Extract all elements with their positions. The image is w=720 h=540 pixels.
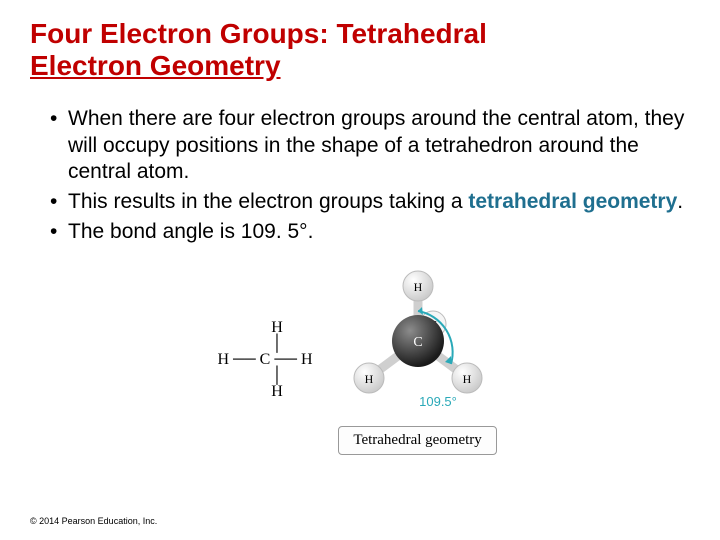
model-3d-container: H C H H H (333, 266, 503, 455)
copyright-text: © 2014 Pearson Education, Inc. (30, 516, 157, 526)
lewis-row: H ── C ── H (217, 352, 312, 368)
svg-text:H: H (462, 372, 471, 386)
bullet-item: The bond angle is 109. 5°. (50, 219, 690, 245)
page-title: Four Electron Groups: Tetrahedral Electr… (30, 18, 690, 82)
svg-text:C: C (413, 335, 422, 350)
bullet-text: This results in the electron groups taki… (68, 190, 468, 213)
bullet-text: The bond angle is 109. 5°. (68, 220, 313, 243)
angle-label: 109.5° (419, 394, 457, 409)
emphasis-text: tetrahedral geometry (468, 190, 677, 213)
geometry-label-text: Tetrahedral geometry (353, 432, 481, 448)
lewis-row: H (217, 384, 312, 400)
bullet-item: When there are four electron groups arou… (50, 106, 690, 185)
svg-text:H: H (364, 372, 373, 386)
bullet-text: . (677, 190, 683, 213)
molecule-3d-icon: H C H H H (333, 266, 503, 416)
lewis-structure: H │ H ── C ── H │ H (217, 320, 312, 400)
figure-row: H │ H ── C ── H │ H H (30, 266, 690, 455)
bullet-list: When there are four electron groups arou… (30, 106, 690, 245)
svg-text:H: H (413, 280, 422, 294)
title-line1: Four Electron Groups: Tetrahedral (30, 18, 487, 49)
bullet-item: This results in the electron groups taki… (50, 189, 690, 215)
lewis-row: │ (217, 336, 312, 352)
lewis-row: H (217, 320, 312, 336)
title-line2: Electron Geometry (30, 50, 281, 81)
geometry-label-box: Tetrahedral geometry (338, 426, 496, 455)
bullet-text: When there are four electron groups arou… (68, 107, 684, 183)
lewis-row: │ (217, 368, 312, 384)
